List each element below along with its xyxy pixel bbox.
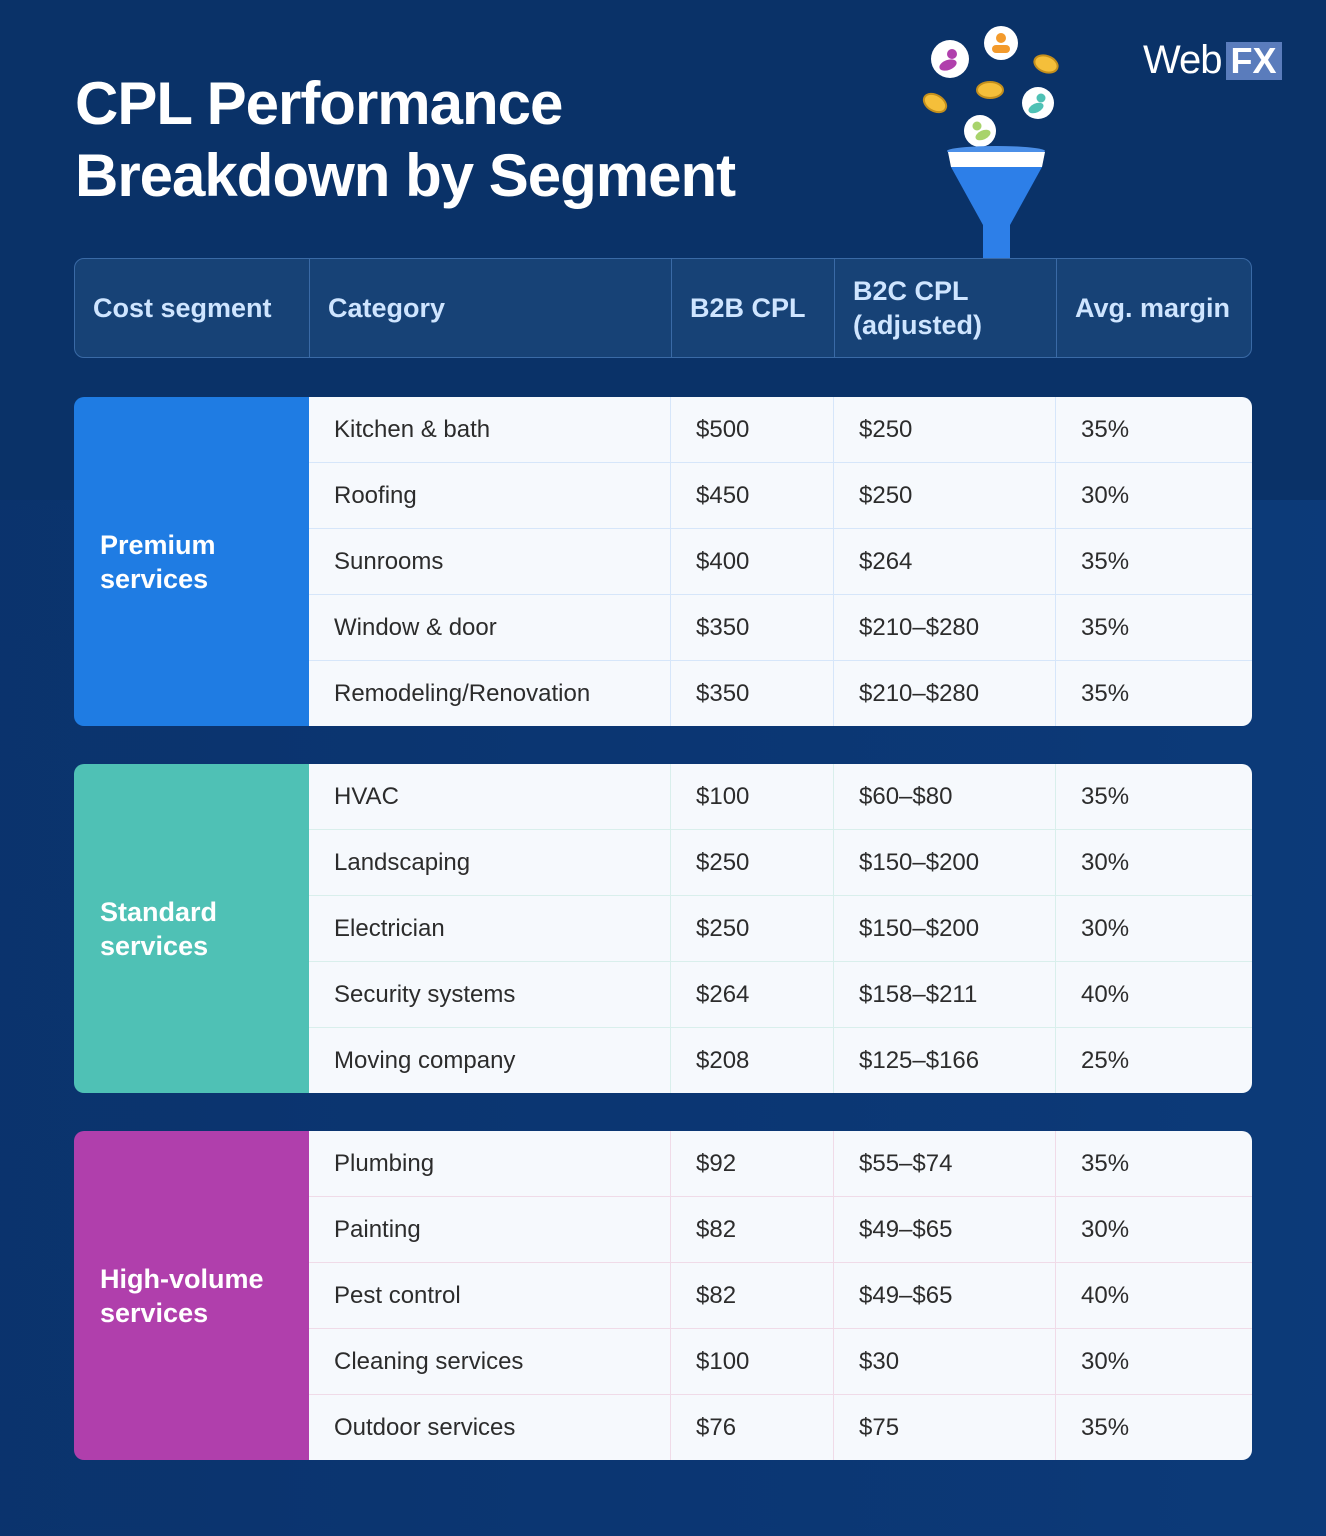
category-cell: Electrician [309, 896, 671, 961]
margin-cell: 35% [1081, 679, 1130, 707]
margin-cell: 30% [1081, 1347, 1130, 1375]
margin-cell: 35% [1081, 415, 1130, 443]
table-row: Landscaping $250 $150–$200 30% [309, 830, 1252, 896]
margin-cell: 35% [1081, 1413, 1130, 1441]
margin-cell: 30% [1081, 914, 1130, 942]
category-cell: Outdoor services [309, 1395, 671, 1460]
table-row: Window & door $350 $210–$280 35% [309, 595, 1252, 661]
group-standard-services: Standard services HVAC $100 $60–$80 35% … [74, 764, 1252, 1093]
coin-icon [976, 81, 1004, 99]
webfx-logo: Web FX [1143, 38, 1282, 83]
logo-fx-text: FX [1225, 41, 1282, 80]
b2c-cell: $49–$65 [834, 1197, 1056, 1262]
margin-cell: 35% [1081, 613, 1130, 641]
b2c-cell: $264 [834, 529, 1056, 594]
table-row: Cleaning services $100 $30 30% [309, 1329, 1252, 1395]
table-header: Cost segment Category B2B CPL B2C CPL (a… [74, 258, 1252, 358]
column-header-b2b-cpl: B2B CPL [672, 259, 835, 357]
coin-icon [922, 92, 948, 114]
b2b-cell: $250 [671, 830, 834, 895]
category-cell: Painting [309, 1197, 671, 1262]
category-cell: Sunrooms [309, 529, 671, 594]
b2b-cell: $500 [671, 397, 834, 462]
table-row: Painting $82 $49–$65 30% [309, 1197, 1252, 1263]
category-cell: Remodeling/Renovation [309, 661, 671, 726]
margin-cell: 30% [1081, 481, 1130, 509]
b2c-cell: $60–$80 [834, 764, 1056, 829]
b2b-cell: $82 [671, 1263, 834, 1328]
table-row: Plumbing $92 $55–$74 35% [309, 1131, 1252, 1197]
b2b-cell: $264 [671, 962, 834, 1027]
user-bubble-icon [931, 40, 969, 78]
b2b-cell: $400 [671, 529, 834, 594]
table-row: Moving company $208 $125–$166 25% [309, 1028, 1252, 1093]
b2c-cell: $150–$200 [834, 830, 1056, 895]
category-cell: Roofing [309, 463, 671, 528]
table-row: Sunrooms $400 $264 35% [309, 529, 1252, 595]
table-row: HVAC $100 $60–$80 35% [309, 764, 1252, 830]
b2b-cell: $350 [671, 595, 834, 660]
category-cell: Pest control [309, 1263, 671, 1328]
b2c-cell: $158–$211 [834, 962, 1056, 1027]
column-header-category: Category [310, 259, 672, 357]
b2c-cell: $150–$200 [834, 896, 1056, 961]
category-cell: Plumbing [309, 1131, 671, 1196]
table-row: Kitchen & bath $500 $250 35% [309, 397, 1252, 463]
b2b-cell: $76 [671, 1395, 834, 1460]
b2c-cell: $30 [834, 1329, 1056, 1394]
table-row: Pest control $82 $49–$65 40% [309, 1263, 1252, 1329]
group-high-volume-services: High-volume services Plumbing $92 $55–$7… [74, 1131, 1252, 1460]
category-cell: Security systems [309, 962, 671, 1027]
margin-cell: 35% [1081, 782, 1130, 810]
b2c-cell: $55–$74 [834, 1131, 1056, 1196]
b2b-cell: $350 [671, 661, 834, 726]
table-row: Roofing $450 $250 30% [309, 463, 1252, 529]
b2c-cell: $49–$65 [834, 1263, 1056, 1328]
table-row: Electrician $250 $150–$200 30% [309, 896, 1252, 962]
column-header-b2c-cpl: B2C CPL (adjusted) [835, 259, 1057, 357]
b2c-cell: $250 [834, 397, 1056, 462]
margin-cell: 30% [1081, 1215, 1130, 1243]
margin-cell: 25% [1081, 1046, 1130, 1074]
coin-icon [1033, 54, 1059, 74]
b2b-cell: $100 [671, 764, 834, 829]
b2b-cell: $100 [671, 1329, 834, 1394]
table-row: Security systems $264 $158–$211 40% [309, 962, 1252, 1028]
segment-label: High-volume services [74, 1131, 309, 1460]
logo-web-text: Web [1143, 38, 1223, 82]
category-cell: Cleaning services [309, 1329, 671, 1394]
b2c-cell: $250 [834, 463, 1056, 528]
segment-label: Standard services [74, 764, 309, 1093]
b2c-cell: $210–$280 [834, 661, 1056, 726]
category-cell: HVAC [309, 764, 671, 829]
segment-label: Premium services [74, 397, 309, 726]
b2b-cell: $92 [671, 1131, 834, 1196]
page-title: CPL Performance Breakdown by Segment [75, 70, 736, 209]
group-premium-services: Premium services Kitchen & bath $500 $25… [74, 397, 1252, 726]
category-cell: Landscaping [309, 830, 671, 895]
margin-cell: 40% [1081, 980, 1130, 1008]
margin-cell: 35% [1081, 1149, 1130, 1177]
table-row: Outdoor services $76 $75 35% [309, 1395, 1252, 1460]
margin-cell: 40% [1081, 1281, 1130, 1309]
b2b-cell: $208 [671, 1028, 834, 1093]
column-header-avg-margin: Avg. margin [1075, 293, 1231, 323]
table-row: Remodeling/Renovation $350 $210–$280 35% [309, 661, 1252, 726]
b2c-cell: $125–$166 [834, 1028, 1056, 1093]
category-cell: Kitchen & bath [309, 397, 671, 462]
category-cell: Moving company [309, 1028, 671, 1093]
category-cell: Window & door [309, 595, 671, 660]
column-header-cost-segment: Cost segment [75, 259, 310, 357]
b2b-cell: $250 [671, 896, 834, 961]
b2b-cell: $82 [671, 1197, 834, 1262]
b2c-cell: $75 [834, 1395, 1056, 1460]
margin-cell: 35% [1081, 547, 1130, 575]
margin-cell: 30% [1081, 848, 1130, 876]
funnel-with-coins-and-users-icon [922, 26, 1059, 260]
b2c-cell: $210–$280 [834, 595, 1056, 660]
b2b-cell: $450 [671, 463, 834, 528]
